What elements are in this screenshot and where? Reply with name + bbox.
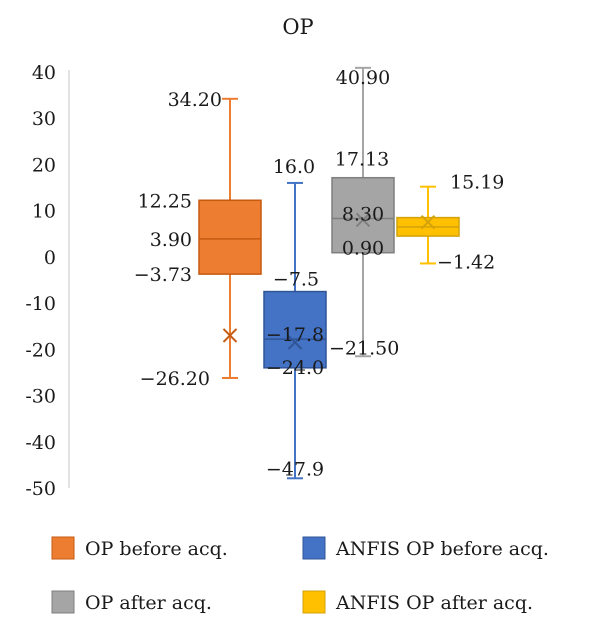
data-label: −17.8: [266, 324, 324, 346]
legend-swatch-3: [51, 590, 75, 614]
y-tick-label: 20: [32, 154, 56, 176]
data-label: 0.90: [342, 238, 384, 260]
data-label: 3.90: [150, 229, 192, 251]
box-series-1: [198, 97, 262, 379]
y-tick-label: 30: [32, 108, 56, 130]
mean-marker: [420, 215, 436, 230]
data-label: −47.9: [266, 458, 324, 480]
mean-marker: [222, 328, 238, 343]
data-label: −1.42: [437, 251, 495, 273]
y-tick-label: -20: [25, 339, 56, 361]
y-tick-label: 10: [32, 201, 56, 223]
legend-label-1: OP before acq.: [85, 538, 228, 560]
legend-label-4: ANFIS OP after acq.: [335, 592, 533, 614]
y-tick-label: -50: [25, 478, 56, 500]
data-labels-group: 34.2012.253.90−3.73−26.2016.0−7.5−17.8−2…: [134, 67, 505, 480]
legend-swatch-4: [302, 590, 326, 614]
mean-marker: [355, 212, 371, 228]
y-tick-label: -30: [25, 386, 56, 408]
box-series-3: [331, 66, 395, 358]
data-label: 40.90: [336, 67, 390, 89]
data-label: −3.73: [134, 264, 192, 286]
y-axis-ticks: 40 30 20 10 0 -10 -20 -30 -40 -50: [25, 62, 56, 500]
y-tick-label: 40: [32, 62, 56, 84]
y-tick-label: -10: [25, 293, 56, 315]
data-label: 15.19: [450, 172, 504, 194]
data-label: 8.30: [342, 204, 384, 226]
chart-title: OP: [282, 15, 313, 39]
box-series-group: [198, 66, 460, 480]
legend-label-3: OP after acq.: [85, 592, 212, 614]
box-iqr: [331, 176, 395, 254]
legend-swatch-2: [302, 536, 326, 560]
y-tick-label: 0: [44, 247, 56, 269]
legend: OP before acq. ANFIS OP before acq. OP aft…: [51, 536, 549, 614]
data-label: −26.20: [140, 368, 210, 390]
data-label: 17.13: [335, 149, 389, 171]
data-label: 16.0: [273, 156, 315, 178]
box-series-2: [263, 181, 327, 480]
data-label: 12.25: [138, 190, 192, 212]
data-label: −21.50: [329, 337, 399, 359]
data-label: −24.0: [266, 357, 324, 379]
y-tick-label: -40: [25, 432, 56, 454]
data-label: 34.20: [168, 89, 222, 111]
mean-marker: [287, 335, 303, 350]
box-iqr: [198, 199, 262, 275]
data-label: −7.5: [273, 269, 319, 291]
box-iqr: [263, 290, 327, 369]
legend-label-2: ANFIS OP before acq.: [335, 538, 549, 560]
legend-swatch-1: [51, 536, 75, 560]
box-series-4: [396, 185, 460, 265]
